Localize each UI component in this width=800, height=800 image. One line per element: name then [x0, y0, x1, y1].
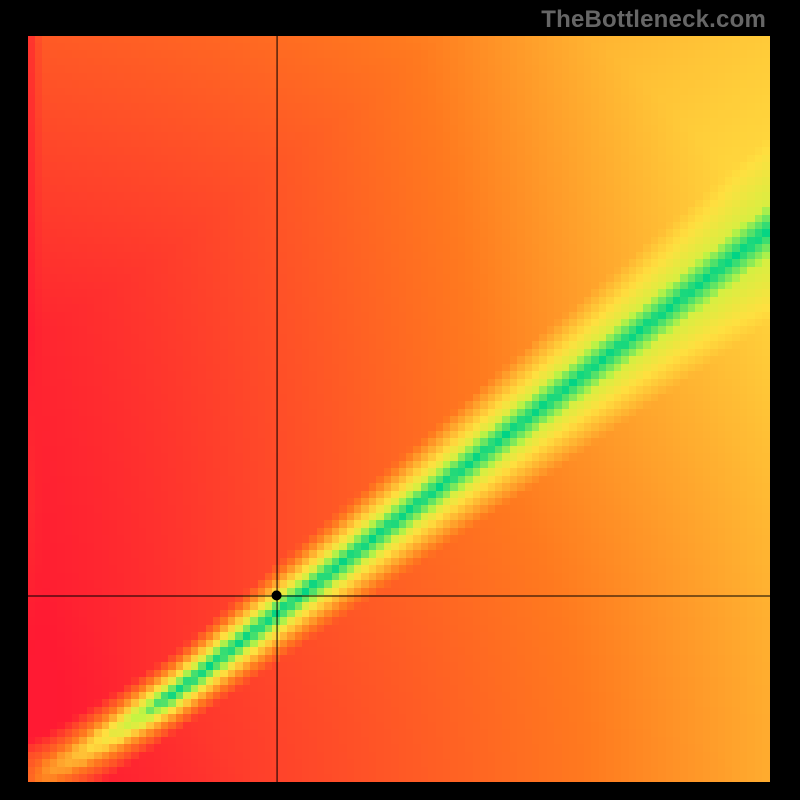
stage: TheBottleneck.com: [0, 0, 800, 800]
bottleneck-heatmap: [28, 36, 770, 782]
attribution-text: TheBottleneck.com: [541, 6, 766, 34]
